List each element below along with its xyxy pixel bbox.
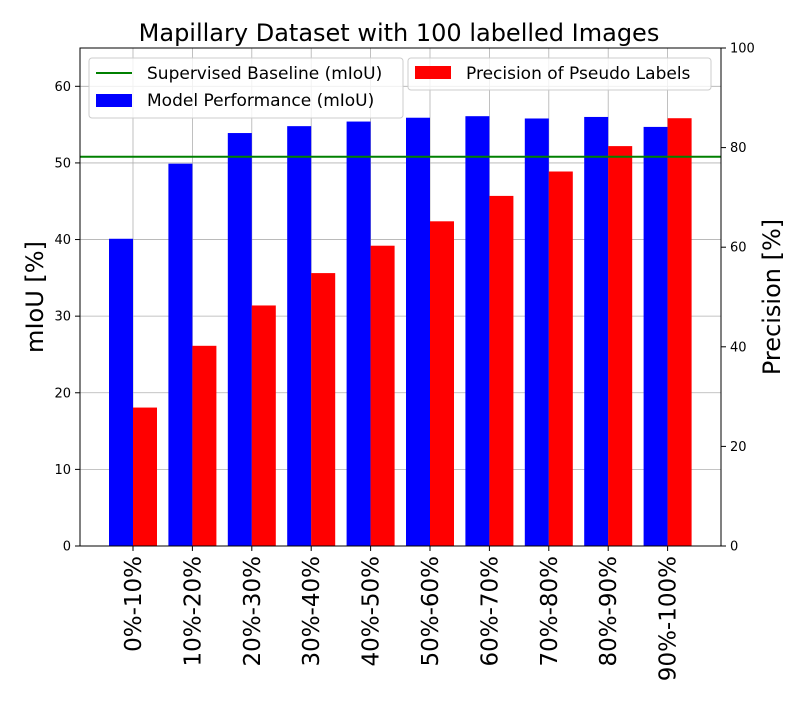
bar-model-1 bbox=[168, 163, 193, 547]
left-tick-label-2: 20 bbox=[54, 386, 71, 401]
bar-model-7 bbox=[524, 118, 549, 547]
bar-precision-0 bbox=[133, 407, 157, 546]
left-tick-label-4: 40 bbox=[54, 233, 71, 248]
bar-model-9 bbox=[643, 126, 668, 546]
legend-baseline-label: Supervised Baseline (mIoU) bbox=[147, 64, 382, 84]
bar-precision-5 bbox=[430, 221, 454, 546]
left-tick-label-3: 30 bbox=[54, 310, 71, 325]
x-tick-label-0: 0%-10% bbox=[121, 556, 147, 652]
right-tick-label-2: 40 bbox=[730, 340, 747, 355]
x-tick-label-3: 30%-40% bbox=[299, 556, 325, 667]
x-axis-ticks: 0%-10% 10%-20% 20%-30% 30%-40% 40%-50% 50%-60… bbox=[121, 546, 682, 681]
left-tick-label-5: 50 bbox=[54, 156, 71, 171]
left-axis-ticks: 0 10 20 30 40 50 60 bbox=[54, 80, 80, 555]
bar-model-0 bbox=[109, 238, 133, 546]
left-tick-label-0: 0 bbox=[63, 540, 71, 555]
bar-model-3 bbox=[287, 126, 312, 546]
right-tick-label-0: 0 bbox=[730, 540, 738, 555]
right-tick-label-5: 100 bbox=[730, 42, 755, 57]
legend-precision-label: Precision of Pseudo Labels bbox=[466, 64, 691, 84]
legend-left: Supervised Baseline (mIoU) Model Perform… bbox=[88, 57, 404, 119]
right-axis-ticks: 0 20 40 60 80 100 bbox=[721, 42, 755, 555]
plot-frame bbox=[79, 47, 722, 547]
x-tick-label-5: 50%-60% bbox=[418, 556, 444, 667]
x-tick-label-1: 10%-20% bbox=[180, 556, 206, 667]
bar-precision-6 bbox=[489, 195, 514, 546]
bar-precision-7 bbox=[548, 171, 573, 546]
x-tick-label-2: 20%-30% bbox=[240, 556, 266, 667]
bar-model-8 bbox=[584, 116, 609, 546]
bar-model-5 bbox=[406, 117, 430, 546]
x-tick-label-6: 60%-70% bbox=[477, 556, 503, 667]
bar-precision-4 bbox=[370, 245, 395, 546]
legend-left-box bbox=[88, 57, 404, 119]
bar-precision-3 bbox=[311, 273, 336, 546]
bar-precision-9 bbox=[667, 118, 692, 546]
bar-model-6 bbox=[465, 116, 490, 547]
legend-precision-swatch bbox=[415, 66, 451, 79]
bar-model-4 bbox=[346, 121, 371, 546]
left-tick-label-1: 10 bbox=[54, 463, 71, 478]
left-tick-label-6: 60 bbox=[54, 80, 71, 95]
y2-axis-label: Precision [%] bbox=[758, 219, 786, 375]
right-tick-label-4: 80 bbox=[730, 141, 747, 156]
x-tick-label-7: 70%-80% bbox=[537, 556, 563, 667]
legend-right: Precision of Pseudo Labels bbox=[407, 57, 712, 91]
bar-precision-8 bbox=[608, 146, 633, 546]
y-axis-label: mIoU [%] bbox=[21, 241, 49, 353]
right-tick-label-1: 20 bbox=[730, 440, 747, 455]
bar-precision-1 bbox=[192, 345, 217, 546]
chart-title: Mapillary Dataset with 100 labelled Imag… bbox=[139, 19, 660, 47]
x-tick-label-4: 40%-50% bbox=[359, 556, 385, 667]
legend-model-label: Model Performance (mIoU) bbox=[147, 91, 374, 111]
bar-precision-2 bbox=[251, 305, 276, 546]
bar-model-2 bbox=[227, 133, 252, 546]
legend-right-box bbox=[407, 57, 712, 91]
legend-model-swatch bbox=[96, 94, 132, 107]
bars bbox=[109, 116, 692, 547]
right-tick-label-3: 60 bbox=[730, 241, 747, 256]
x-tick-label-9: 90%-100% bbox=[656, 556, 682, 681]
x-tick-label-8: 80%-90% bbox=[596, 556, 622, 667]
